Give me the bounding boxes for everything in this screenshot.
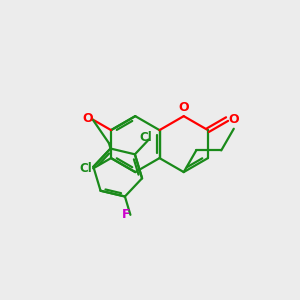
Text: Cl: Cl (140, 131, 152, 144)
Text: O: O (178, 101, 189, 114)
Text: O: O (228, 112, 239, 126)
Text: O: O (82, 112, 93, 124)
Text: F: F (122, 208, 130, 221)
Text: Cl: Cl (80, 162, 92, 175)
